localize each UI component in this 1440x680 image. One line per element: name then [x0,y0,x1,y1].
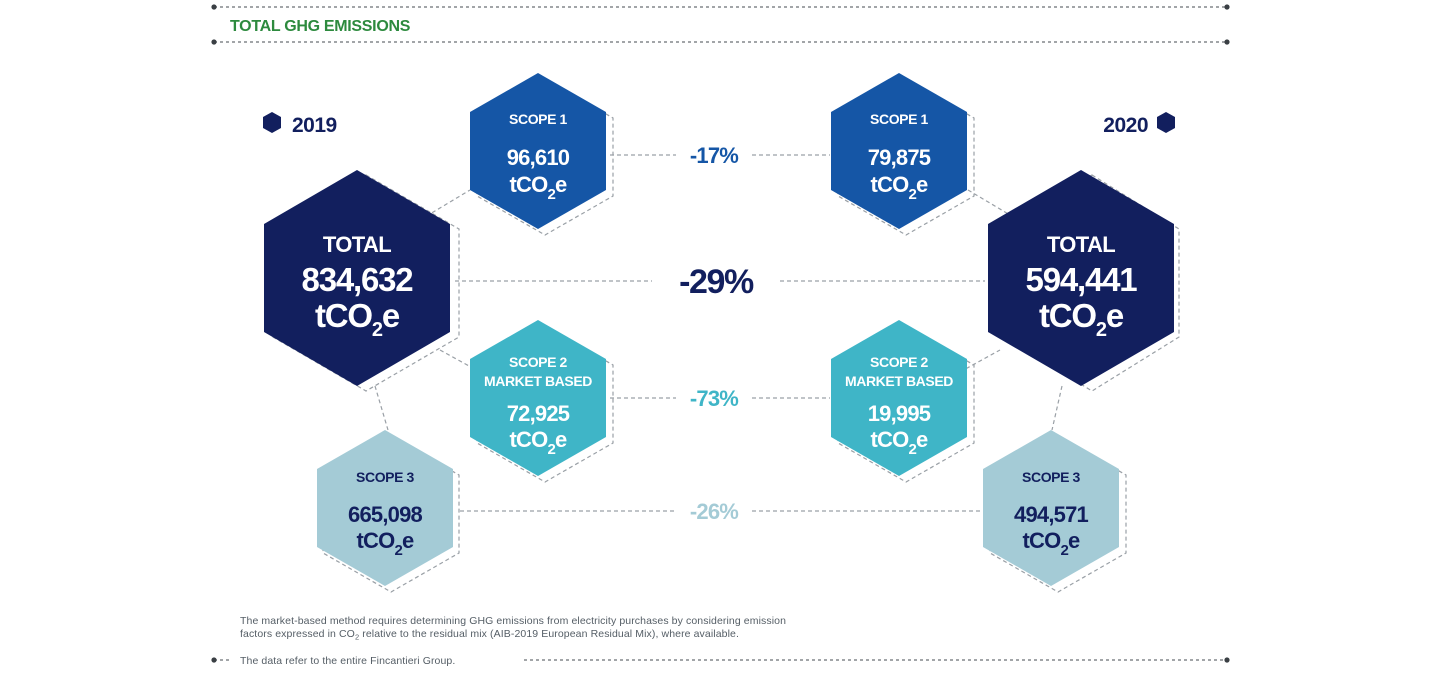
total-2019-value: 834,632 [302,261,414,298]
hexagon-fill [988,170,1174,386]
hexagon-total-2019: TOTAL 834,632 tCO2e [264,170,460,392]
rule-endpoint [1224,657,1230,663]
hexagon-scope2-2019: SCOPE 2 MARKET BASED 72,925 tCO2e [470,320,614,483]
scope3-2019-value: 665,098 [348,502,422,527]
scope2-2019-unit: tCO2e [510,427,567,458]
rule-endpoint [211,4,217,10]
footnote-line-2: factors expressed in CO2 relative to the… [240,628,739,642]
hexagon-scope1-2020: SCOPE 1 79,875 tCO2e [831,73,975,236]
scope1-2020-label: SCOPE 1 [870,111,929,127]
hexagon-bullet-icon [263,112,281,133]
hexagon-outline [837,325,975,483]
rule-endpoint [211,657,217,663]
hexagon-total-2020: TOTAL 594,441 tCO2e [988,170,1180,392]
hexagon-scope3-2019: SCOPE 3 665,098 tCO2e [317,430,460,593]
scope3-2019-label: SCOPE 3 [356,469,415,485]
header: TOTAL GHG EMISSIONS [211,4,1230,45]
scope2-2020-label: SCOPE 2 [870,354,929,370]
hexagon-scope2-2020: SCOPE 2 MARKET BASED 19,995 tCO2e [831,320,975,483]
hexagon-fill [831,73,967,229]
hexagon-scope1-2019: SCOPE 1 96,610 tCO2e [470,73,614,236]
scope3-2020-value: 494,571 [1014,502,1088,527]
scope3-change: -26% [690,499,738,524]
hexagon-fill [470,73,606,229]
scope1-2020-value: 79,875 [868,145,931,170]
hexagon-bullet-icon [1157,112,1175,133]
year-2020-label: 2020 [1103,114,1148,137]
hexagon-fill [470,320,606,476]
hexagon-fill [983,430,1119,586]
year-2019-marker: 2019 [263,112,337,137]
hexagon-outline [837,78,975,236]
hexagon-outline [322,435,460,593]
total-change: -29% [679,263,754,301]
hexagon-fill [264,170,450,386]
group-scope-note: The data refer to the entire Fincantieri… [240,655,455,667]
connector-total2020-scope1 [967,189,1011,216]
scope2-change: -73% [690,386,738,411]
hexagon-scope3-2020: SCOPE 3 494,571 tCO2e [983,430,1127,593]
total-2020-label: TOTAL [1047,232,1115,257]
scope2-2020-sublabel: MARKET BASED [845,373,953,389]
rule-endpoint [1224,39,1230,45]
total-2019-label: TOTAL [323,232,391,257]
scope3-2019-unit: tCO2e [357,528,414,559]
hexagon-fill [831,320,967,476]
scope2-2019-label: SCOPE 2 [509,354,568,370]
scope1-2019-unit: tCO2e [510,172,567,203]
scope2-2020-unit: tCO2e [871,427,928,458]
rule-endpoint [211,39,217,45]
scope2-2019-value: 72,925 [507,401,570,426]
scope1-2019-label: SCOPE 1 [509,111,568,127]
total-2020-unit: tCO2e [1039,297,1124,341]
rule-endpoint [1224,4,1230,10]
total-2019-unit: tCO2e [315,297,400,341]
year-2019-label: 2019 [292,114,337,137]
scope2-2020-value: 19,995 [868,401,931,426]
connector-total2019-scope3 [374,385,389,431]
scope1-change: -17% [690,143,738,168]
hexagon-outline [476,325,614,483]
total-2020-value: 594,441 [1026,261,1138,298]
scope1-2020-unit: tCO2e [871,172,928,203]
footnote-line-1: The market-based method requires determi… [240,615,786,627]
footnotes: The market-based method requires determi… [211,615,1230,667]
connector-total2020-scope3 [1051,385,1063,431]
scope1-2019-value: 96,610 [507,145,570,170]
scope3-2020-label: SCOPE 3 [1022,469,1081,485]
page-title: TOTAL GHG EMISSIONS [230,18,411,35]
connectors [374,154,1063,512]
hexagon-fill [317,430,453,586]
hexagon-outline [476,78,614,236]
hexagon-outline [989,435,1127,593]
year-2020-marker: 2020 [1103,112,1175,137]
scope3-2020-unit: tCO2e [1023,528,1080,559]
hexagon-outline [272,174,460,392]
scope2-2019-sublabel: MARKET BASED [484,373,592,389]
